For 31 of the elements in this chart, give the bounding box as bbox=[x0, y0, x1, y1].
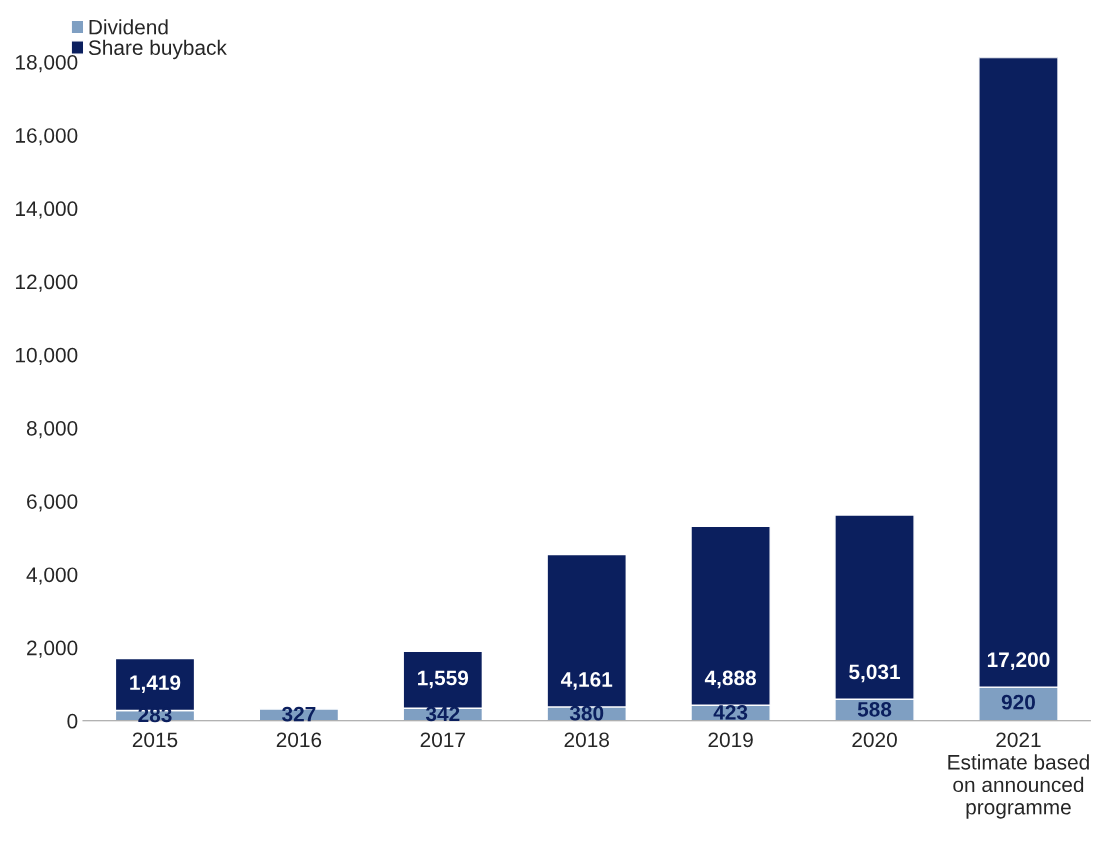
data-label: 4,161 bbox=[560, 672, 613, 690]
data-label: 1,419 bbox=[130, 675, 181, 694]
data-label: 327 bbox=[281, 706, 316, 722]
y-tick-label: 10,000 bbox=[16, 347, 78, 365]
data-label: 1,559 bbox=[418, 670, 469, 689]
y-tick-label: 0 bbox=[67, 713, 78, 729]
y-tick-label: 12,000 bbox=[16, 274, 78, 292]
y-tick-label: 6,000 bbox=[27, 494, 78, 512]
data-label: 5,031 bbox=[849, 664, 901, 683]
x-tick-label: 2021 Estimate based on announced programme bbox=[948, 732, 1089, 819]
y-tick-label: 4,000 bbox=[26, 567, 78, 585]
data-label: 588 bbox=[857, 701, 892, 717]
x-tick-label: 2015 bbox=[132, 732, 178, 748]
data-label: 423 bbox=[713, 704, 748, 720]
data-label: 380 bbox=[569, 705, 604, 721]
x-tick-label: 2018 bbox=[564, 732, 609, 748]
legend-label: Share buyback bbox=[88, 39, 227, 60]
y-tick-label: 18,000 bbox=[16, 54, 78, 73]
data-label: 17,200 bbox=[987, 652, 1050, 671]
data-label: 4,888 bbox=[704, 670, 757, 689]
x-tick-label: 2019 bbox=[708, 732, 753, 748]
y-tick-label: 8,000 bbox=[26, 420, 78, 439]
x-tick-label: 2020 bbox=[852, 732, 897, 748]
y-tick-label: 16,000 bbox=[16, 128, 78, 146]
y-tick-label: 14,000 bbox=[16, 201, 78, 219]
legend-label: Dividend bbox=[89, 19, 168, 35]
y-tick-label: 2,000 bbox=[27, 640, 78, 658]
data-label: 920 bbox=[1001, 694, 1035, 710]
x-tick-label: 2016 bbox=[276, 732, 322, 748]
x-tick-label: 2017 bbox=[420, 732, 465, 748]
data-label: 342 bbox=[425, 706, 460, 722]
